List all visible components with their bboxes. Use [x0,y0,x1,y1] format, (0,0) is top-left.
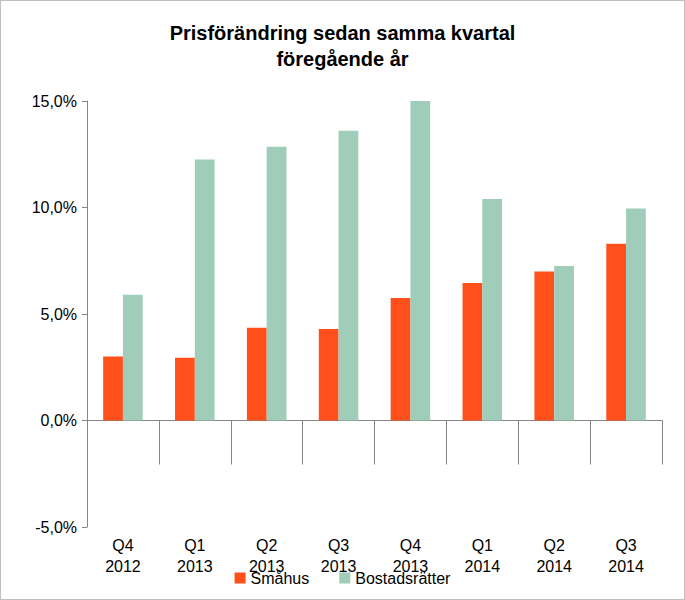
svg-text:2013: 2013 [321,558,357,575]
svg-text:2013: 2013 [248,558,285,575]
svg-text:2014: 2014 [608,558,644,575]
svg-text:Q3: Q3 [615,537,636,554]
svg-text:Q1: Q1 [472,537,493,554]
svg-text:2013: 2013 [392,558,429,575]
svg-text:Bostadsrätter: Bostadsrätter [355,570,451,587]
svg-text:Q3: Q3 [328,537,349,554]
svg-text:0,0%: 0,0% [41,412,77,429]
svg-text:Q4: Q4 [400,537,421,554]
svg-text:Prisförändring sedan samma kva: Prisförändring sedan samma kvartal [170,22,516,44]
svg-text:Småhus: Småhus [251,570,310,587]
svg-text:10,0%: 10,0% [32,199,77,216]
svg-text:Q1: Q1 [184,537,205,554]
svg-text:2012: 2012 [105,558,141,575]
svg-text:2014: 2014 [465,558,501,575]
svg-text:föregående år: föregående år [276,48,408,70]
svg-text:5,0%: 5,0% [41,306,77,323]
svg-text:Q2: Q2 [544,537,565,554]
svg-text:2014: 2014 [536,558,572,575]
svg-text:Q4: Q4 [112,537,133,554]
svg-text:Q2: Q2 [256,537,277,554]
svg-text:-5,0%: -5,0% [35,519,77,536]
svg-text:2013: 2013 [177,558,213,575]
svg-text:15,0%: 15,0% [32,93,77,110]
